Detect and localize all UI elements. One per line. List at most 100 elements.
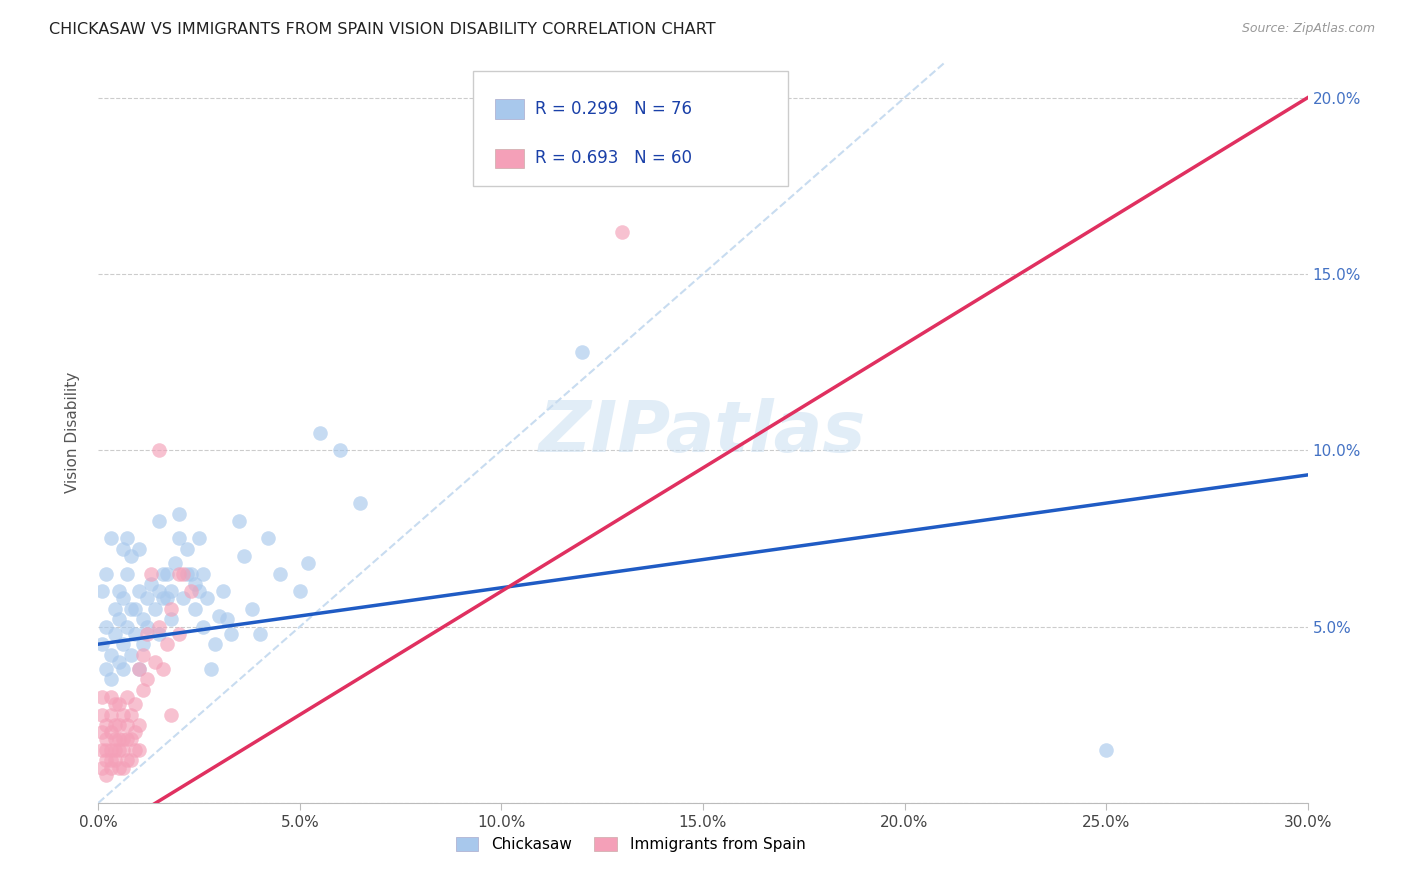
Point [180, 584, 202, 599]
Point [107, 584, 129, 599]
Point [156, 591, 179, 606]
Point [240, 602, 263, 616]
Point [100, 760, 122, 774]
Point [128, 718, 150, 732]
Point [160, 707, 183, 722]
Point [148, 619, 170, 633]
Point [96, 754, 118, 768]
Point [132, 637, 155, 651]
Point [195, 591, 218, 606]
Point [184, 602, 207, 616]
Point [91, 760, 114, 774]
Point [232, 549, 254, 563]
Point [256, 532, 278, 546]
Point [124, 697, 146, 711]
Point [111, 637, 134, 651]
FancyBboxPatch shape [495, 99, 524, 119]
Point [135, 626, 157, 640]
Point [103, 743, 125, 757]
Point [135, 619, 157, 633]
Text: R = 0.299   N = 76: R = 0.299 N = 76 [534, 100, 692, 118]
Point [91, 584, 114, 599]
Point [111, 707, 134, 722]
Point [217, 612, 239, 626]
Point [200, 662, 222, 676]
Point [103, 718, 125, 732]
Point [188, 532, 211, 546]
Point [91, 725, 114, 739]
Point [96, 718, 118, 732]
Point [120, 732, 142, 747]
Point [132, 612, 155, 626]
Point [107, 760, 129, 774]
Point [111, 591, 134, 606]
Point [120, 707, 142, 722]
Point [103, 602, 125, 616]
Point [188, 584, 211, 599]
Point [193, 566, 215, 581]
Point [103, 697, 125, 711]
Point [107, 743, 129, 757]
Point [152, 566, 174, 581]
Point [132, 683, 155, 698]
Point [176, 541, 198, 556]
Point [152, 662, 174, 676]
Point [132, 648, 155, 662]
Point [128, 743, 150, 757]
Point [160, 584, 183, 599]
Point [167, 626, 190, 640]
Point [96, 619, 118, 633]
Point [96, 743, 118, 757]
Point [91, 690, 114, 704]
Point [103, 754, 125, 768]
Point [228, 514, 250, 528]
Point [249, 626, 271, 640]
Point [100, 532, 122, 546]
Point [107, 732, 129, 747]
Point [111, 662, 134, 676]
Point [139, 577, 162, 591]
Text: ZIPatlas: ZIPatlas [540, 398, 866, 467]
Point [184, 577, 207, 591]
Point [115, 754, 138, 768]
Point [269, 566, 291, 581]
Point [135, 591, 157, 606]
Point [107, 718, 129, 732]
Point [128, 584, 150, 599]
Point [111, 732, 134, 747]
Point [111, 541, 134, 556]
Text: R = 0.693   N = 60: R = 0.693 N = 60 [534, 150, 692, 168]
Point [115, 732, 138, 747]
Point [309, 425, 332, 440]
Point [103, 732, 125, 747]
Point [115, 619, 138, 633]
Point [221, 626, 243, 640]
Point [120, 602, 142, 616]
Point [128, 541, 150, 556]
Point [297, 556, 319, 570]
Point [115, 566, 138, 581]
Point [204, 637, 226, 651]
Point [349, 496, 371, 510]
Point [115, 690, 138, 704]
Legend: Chickasaw, Immigrants from Spain: Chickasaw, Immigrants from Spain [450, 830, 811, 858]
Point [1095, 743, 1118, 757]
Point [329, 443, 352, 458]
Point [96, 732, 118, 747]
Point [160, 602, 183, 616]
Point [107, 612, 129, 626]
Point [148, 626, 170, 640]
Point [100, 743, 122, 757]
Point [172, 591, 194, 606]
Text: CHICKASAW VS IMMIGRANTS FROM SPAIN VISION DISABILITY CORRELATION CHART: CHICKASAW VS IMMIGRANTS FROM SPAIN VISIO… [49, 22, 716, 37]
Point [124, 626, 146, 640]
Point [115, 718, 138, 732]
Point [148, 443, 170, 458]
Point [96, 662, 118, 676]
Point [100, 707, 122, 722]
Point [124, 743, 146, 757]
Point [96, 767, 118, 781]
Y-axis label: Vision Disability: Vision Disability [65, 372, 80, 493]
Point [152, 591, 174, 606]
Point [120, 549, 142, 563]
